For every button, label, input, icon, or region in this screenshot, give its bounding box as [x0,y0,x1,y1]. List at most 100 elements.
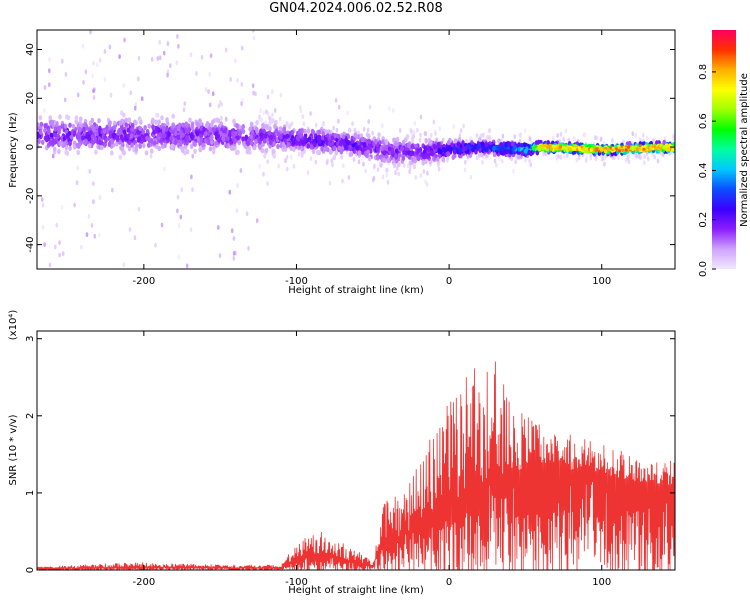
spectrogram-noise-cell [255,218,259,224]
spectrogram-noise-cell [286,121,289,127]
spectrogram-noise-cell [133,235,137,241]
spectrogram-noise-cell [458,133,462,139]
spectrogram-noise-cell [332,125,336,131]
spectrogram-noise-cell [41,225,45,230]
spectrogram-ridge-cell [400,146,404,152]
spectrogram-ridge-cell [43,127,47,133]
spectrogram-noise-cell [552,135,555,141]
spectrogram-ridge-cell [122,129,127,135]
spectrogram-noise-cell [232,236,236,241]
spectrogram-noise-cell [208,102,212,108]
snr-frame [36,330,676,571]
spectrogram-ridge-cell [326,147,330,153]
spectrogram-peak-cell [594,148,598,152]
spectrogram-ridge-cell [327,141,332,147]
spectrogram-ridge-cell [267,130,272,136]
spectrogram-noise-cell [154,242,157,248]
snr-x-axis-label: Height of straight line (km) [288,585,424,596]
spectrogram-ridge-cell [282,126,287,132]
spectrogram-ridge-cell [384,139,389,146]
spectrogram-noise-cell [381,174,385,180]
spectrogram-ridge-cell [62,141,67,148]
spectrogram-noise-cell [111,187,114,193]
spectrogram-ridge-cell [158,132,163,138]
spectrogram-ridge-cell [249,134,253,140]
spectrogram-noise-cell [463,167,467,173]
spectrogram-ridge-cell [162,133,167,139]
spectrogram-ridge-cell [238,131,242,137]
snr-y-axis-label: SNR (10 * v/v) [8,414,19,485]
spectrogram-ridge-cell [129,133,134,139]
spectrogram-noise-cell [185,263,189,269]
spectrogram-noise-cell [239,168,243,173]
y-tick-label: 20 [25,92,36,105]
spectrogram-ridge-cell [58,114,62,120]
spectrogram-ridge-cell [281,141,286,148]
spectrogram-ridge-cell [439,149,443,155]
spectrogram-ridge-cell [233,130,238,136]
spectrogram-ridge-cell [176,134,180,140]
spectrogram-noise-cell [240,45,244,51]
spectrogram-ridge-cell [436,156,440,162]
spectrogram-ridge-cell [313,142,317,148]
spectrogram-noise-cell [290,154,293,160]
spectrogram-ridge-cell [524,148,528,154]
spectrogram-noise-cell [577,155,581,161]
spectrogram-ridge-cell [37,122,40,128]
spectrogram-ridge-cell [445,145,450,151]
spectrogram-ridge-cell [298,140,302,147]
spectrogram-noise-cell [325,160,329,166]
spectrogram-noise-cell [103,77,107,82]
spectrogram-noise-cell [643,160,646,166]
spectrogram-noise-cell [64,72,68,77]
spectrogram-noise-cell [419,114,423,120]
spectrogram-noise-cell [92,199,95,205]
spectrogram-noise-cell [98,195,102,200]
spectrogram-noise-cell [432,119,436,125]
spectrogram-ridge-cell [152,129,156,135]
spectrogram-ridge-cell [49,132,54,138]
spectrogram-ridge-cell [176,126,181,132]
spectrogram-ridge-cell [357,150,362,156]
spectrogram-ridge-cell [130,122,135,129]
spectrogram-ridge-cell [198,118,202,124]
spectrogram-noise-cell [252,35,256,41]
spectrogram-noise-cell [109,92,113,98]
spectrogram-ridge-cell [330,135,335,141]
spectrogram-noise-cell [611,138,614,143]
spectrogram-ridge-cell [402,149,406,155]
spectrogram-noise-cell [48,82,51,88]
spectrogram-noise-cell [108,44,112,50]
spectrogram-ridge-cell [485,152,489,159]
spectrogram-ridge-cell [216,133,221,139]
y-tick-label: 3 [25,336,36,342]
spectrogram-noise-cell [163,166,166,172]
spectrogram-noise-cell [259,108,263,113]
spectrogram-ridge-cell [90,117,95,123]
spectrogram-ridge-cell [226,136,230,142]
spectrogram-ridge-cell [320,146,324,152]
spectrogram-noise-cell [176,34,179,39]
spectrogram-noise-cell [352,157,356,162]
spectrogram-peak-cell [635,147,639,151]
spectrogram-ridge-cell [210,122,214,128]
spectrogram-ridge-cell [500,146,504,152]
spectrogram-ridge-cell [157,119,161,125]
spectrogram-peak-cell [638,147,642,151]
spectrogram-noise-cell [357,130,360,136]
spectrogram-ridge-cell [269,118,273,124]
spectrogram-noise-cell [514,159,517,165]
spectrogram-noise-cell [371,130,375,136]
spectrogram-noise-cell [651,152,655,157]
snr-y-multiplier: (x10⁴) [8,310,19,341]
spectrogram-ridge-cell [98,139,102,145]
spectrogram-ridge-cell [317,129,321,135]
spectrogram-ridge-cell [68,122,72,128]
spectrogram-noise-cell [337,118,340,124]
spectrogram-ridge-cell [334,150,339,156]
spectrogram-noise-cell [626,156,629,162]
spectrogram-ridge-cell [507,141,512,147]
spectrogram-ridge-cell [79,116,83,122]
spectrogram-noise-cell [84,69,88,75]
spectrogram-ridge-cell [110,139,114,145]
